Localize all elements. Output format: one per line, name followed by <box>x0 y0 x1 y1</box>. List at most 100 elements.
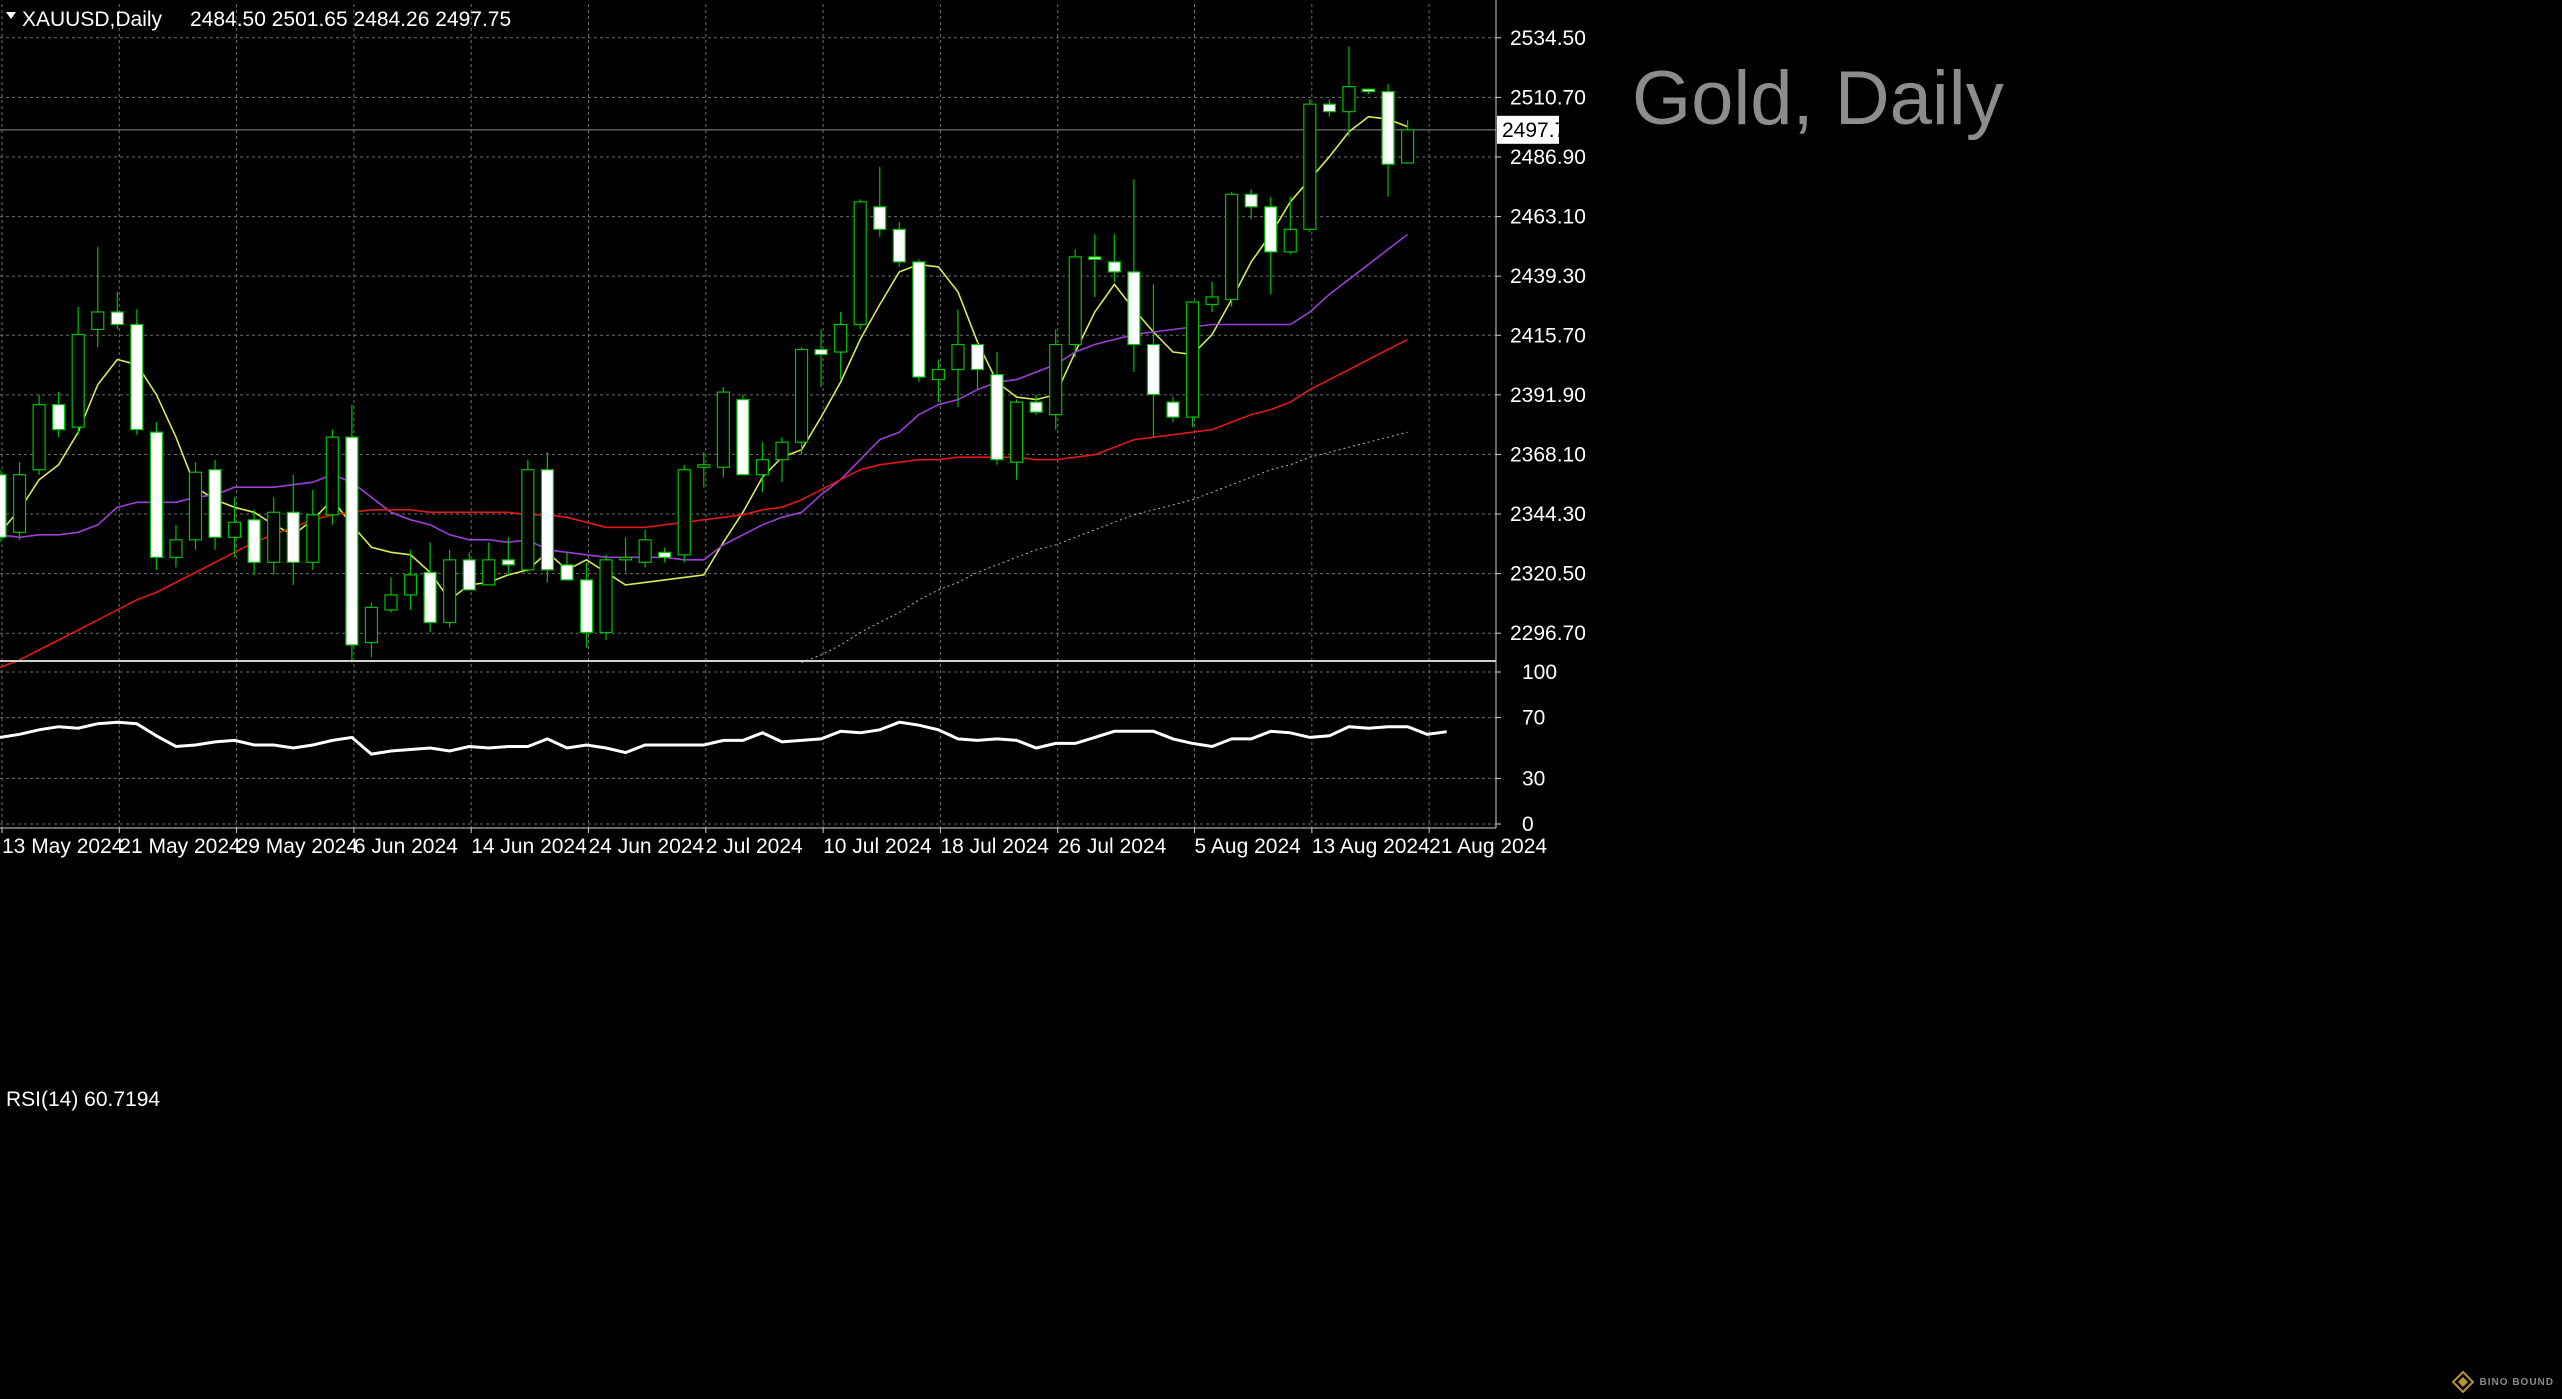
broker-logo: BINO BOUND <box>2451 1369 2554 1395</box>
candle[interactable] <box>1264 196 1278 295</box>
candle[interactable] <box>931 359 946 403</box>
candle[interactable] <box>169 524 183 568</box>
candle[interactable] <box>325 429 339 525</box>
time-tick-label: 5 Aug 2024 <box>1195 835 1302 858</box>
candle[interactable] <box>1205 281 1219 312</box>
candle[interactable] <box>12 462 27 540</box>
candle[interactable] <box>1088 234 1102 297</box>
candle-body-up <box>403 574 418 596</box>
candle[interactable] <box>52 392 66 438</box>
symbol-label[interactable]: XAUUSD,Daily <box>22 8 163 31</box>
time-tick-label: 13 May 2024 <box>2 835 124 858</box>
candle-body-up <box>794 348 809 443</box>
candle[interactable] <box>384 577 398 613</box>
candle[interactable] <box>834 311 848 380</box>
candle-body-up <box>716 391 730 468</box>
candle-body-up <box>306 514 320 563</box>
candle[interactable] <box>638 529 652 568</box>
moving-average-ma_mid <box>0 233 1409 561</box>
candle[interactable] <box>1127 179 1141 373</box>
price-tick-label: 2415.70 <box>1510 324 1586 347</box>
candle[interactable] <box>618 537 633 573</box>
candle[interactable] <box>247 509 261 575</box>
candle[interactable] <box>1009 399 1024 480</box>
candle[interactable] <box>1303 99 1317 232</box>
candle-body-down <box>1146 343 1161 396</box>
symbol-dropdown-icon[interactable] <box>6 12 16 19</box>
candle[interactable] <box>286 474 300 585</box>
time-tick-label: 18 Jul 2024 <box>940 835 1049 858</box>
candle[interactable] <box>267 497 281 575</box>
candle[interactable] <box>579 562 594 648</box>
candle[interactable] <box>149 422 163 570</box>
candle[interactable] <box>228 497 242 558</box>
candle[interactable] <box>403 549 418 610</box>
candle[interactable] <box>794 347 809 455</box>
rsi-tick-label: 0 <box>1522 813 1534 836</box>
candle-body-down <box>0 474 7 538</box>
candle[interactable] <box>912 259 926 383</box>
candle[interactable] <box>423 542 437 633</box>
candle[interactable] <box>443 549 457 628</box>
candle[interactable] <box>0 469 7 543</box>
candle[interactable] <box>1400 120 1415 164</box>
candle[interactable] <box>599 554 613 640</box>
candle-body-down <box>1264 206 1278 253</box>
candle[interactable] <box>814 329 828 388</box>
candle[interactable] <box>306 489 320 570</box>
time-tick-label: 2 Jul 2024 <box>706 835 803 858</box>
candle[interactable] <box>110 291 124 330</box>
candle[interactable] <box>697 452 711 488</box>
candle[interactable] <box>364 602 379 658</box>
candle[interactable] <box>91 246 105 348</box>
price-tick-label: 2486.90 <box>1510 146 1586 169</box>
candle[interactable] <box>208 459 222 550</box>
candle[interactable] <box>873 166 887 237</box>
price-panel[interactable] <box>0 46 1496 669</box>
candle[interactable] <box>775 437 789 483</box>
grid-lines <box>0 4 1496 828</box>
candle[interactable] <box>1361 88 1376 95</box>
candle[interactable] <box>853 199 867 330</box>
candle[interactable] <box>1068 249 1082 358</box>
candle[interactable] <box>540 452 555 583</box>
candle[interactable] <box>1166 397 1180 423</box>
candle[interactable] <box>1146 284 1161 438</box>
candle[interactable] <box>560 552 574 581</box>
candle[interactable] <box>188 462 203 550</box>
candle[interactable] <box>482 542 496 586</box>
candle[interactable] <box>951 309 965 408</box>
candle[interactable] <box>462 552 476 591</box>
candle[interactable] <box>1049 329 1063 430</box>
candle[interactable] <box>1244 189 1258 220</box>
candle[interactable] <box>345 404 359 663</box>
candle[interactable] <box>1107 234 1121 282</box>
candle[interactable] <box>32 394 46 475</box>
candle[interactable] <box>1225 191 1239 307</box>
candle[interactable] <box>1029 394 1043 415</box>
candle-body-down <box>110 311 124 326</box>
candle[interactable] <box>658 547 672 563</box>
candle[interactable] <box>1283 196 1297 255</box>
candle[interactable] <box>521 459 535 573</box>
candle[interactable] <box>1381 84 1395 197</box>
candle[interactable] <box>755 442 770 493</box>
candle[interactable] <box>1185 301 1200 428</box>
rsi-panel[interactable] <box>0 720 1447 756</box>
candle[interactable] <box>1322 99 1337 117</box>
candle-body-up <box>12 474 27 533</box>
candle[interactable] <box>736 394 750 476</box>
candle[interactable] <box>892 221 906 267</box>
candle[interactable] <box>970 342 985 390</box>
candle[interactable] <box>501 537 515 575</box>
candle[interactable] <box>71 306 85 435</box>
candle[interactable] <box>716 387 730 478</box>
candle[interactable] <box>677 464 691 563</box>
candle[interactable] <box>1342 46 1356 137</box>
logo-text: BINO BOUND <box>2479 1376 2554 1388</box>
candle[interactable] <box>990 352 1004 465</box>
candle-body-up <box>755 459 770 476</box>
candle[interactable] <box>130 309 144 435</box>
candle-body-down <box>560 564 574 581</box>
